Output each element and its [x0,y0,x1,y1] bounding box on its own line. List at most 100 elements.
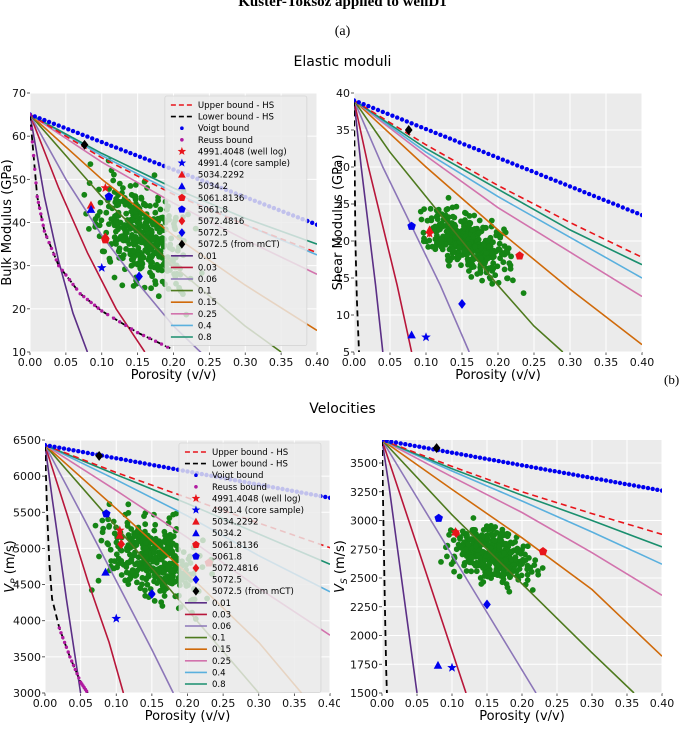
data-point [472,562,479,569]
voigt-bound-point [659,488,662,493]
voigt-bound-point [433,130,438,136]
data-point [97,199,104,206]
data-point [126,202,133,208]
data-point [420,229,427,236]
data-point [539,565,546,571]
y-tick-label: 2250 [350,601,378,614]
reuss-bound-point [60,268,64,272]
data-point [496,246,503,253]
data-point [111,171,117,178]
aspect-ratio-curve-0.01 [45,444,82,693]
voigt-bound-point [327,495,330,500]
voigt-bound-point [645,485,651,491]
reuss-bound-point [30,126,33,130]
voigt-bound-point [423,126,429,132]
data-point [130,247,137,254]
voigt-bound-point [85,450,91,456]
x-tick-label: 0.10 [104,697,129,710]
voigt-bound-point [407,442,413,448]
x-axis-label: Porosity (v/v) [455,368,541,383]
data-point [445,194,452,201]
voigt-bound-point [491,153,496,158]
voigt-bound-point [539,172,544,178]
voigt-bound-point [519,165,525,170]
legend-swatch [192,552,200,560]
data-point [94,213,101,219]
reuss-bound-point [74,287,79,291]
data-point [483,250,490,256]
reuss-bound-point [73,667,78,672]
legend-label: 0.03 [212,610,231,620]
voigt-bound-point [133,152,138,158]
data-point [132,182,139,188]
x-axis-label: Porosity (v/v) [145,709,231,724]
voigt-bound-point [166,465,171,471]
data-point [518,550,524,557]
legend-label: 0.4 [198,321,212,331]
data-point [141,513,147,519]
voigt-bound-point [510,461,515,466]
data-point [449,204,456,211]
voigt-bound-point [70,128,76,134]
y-tick-label: 6000 [13,470,41,483]
voigt-bound-point [505,159,510,164]
reuss-bound-point [30,112,32,117]
data-point [122,201,129,208]
reuss-bound-point [129,327,134,331]
data-point [501,226,507,233]
data-point [471,212,478,219]
y-tick-label: 40 [336,87,350,100]
data-point [469,257,476,263]
voigt-bound-point [639,212,642,218]
legend-label: 5072.5 (from mCT) [198,240,280,250]
voigt-bound-point [543,467,548,472]
y-tick-label: 3500 [350,457,378,470]
reuss-bound-point [41,223,45,228]
data-point [458,262,464,269]
data-point [110,177,117,184]
reuss-bound-point [30,140,35,144]
legend-label: 0.1 [198,287,212,297]
data-point [461,247,468,254]
voigt-bound-point [417,444,422,449]
voigt-bound-point [463,453,469,458]
data-point [500,572,507,579]
legend-swatch [191,493,201,503]
data-point [518,572,525,579]
voigt-bound-point [454,451,459,456]
data-point [161,575,168,582]
voigt-bound-point [147,158,152,163]
reuss-bound-point [118,320,122,324]
voigt-bound-point [529,464,534,470]
data-point [450,537,457,543]
data-point [106,522,113,529]
data-point [142,521,149,528]
legend-box [164,95,308,346]
voigt-bound-point [655,487,660,492]
y-tick-label: 3500 [13,651,41,664]
legend-label: 5061.8136 [212,541,258,551]
voigt-bound-point [385,111,390,116]
y-axis-label: VP (m/s) [3,540,20,592]
data-point [118,572,125,578]
data-point [498,532,505,539]
voigt-bound-point [113,145,119,150]
voigt-bound-point [519,463,525,468]
reuss-bound-point [31,153,36,158]
x-tick-label: 0.15 [450,356,475,369]
voigt-bound-point [575,473,581,478]
voigt-bound-point [354,98,357,103]
reuss-bound-point [42,229,47,233]
voigt-bound-point [617,480,623,486]
x-tick-label: 0.20 [175,697,200,710]
data-point [125,581,132,587]
data-point [120,252,127,258]
data-point [125,510,132,516]
legend-label: 0.1 [212,634,226,644]
y-tick-label: 70 [12,87,26,100]
sample-marker [447,662,457,672]
x-tick-label: 0.00 [33,697,58,710]
voigt-bound-point [577,188,582,193]
x-tick-label: 0.25 [211,697,236,710]
data-point [519,556,526,563]
